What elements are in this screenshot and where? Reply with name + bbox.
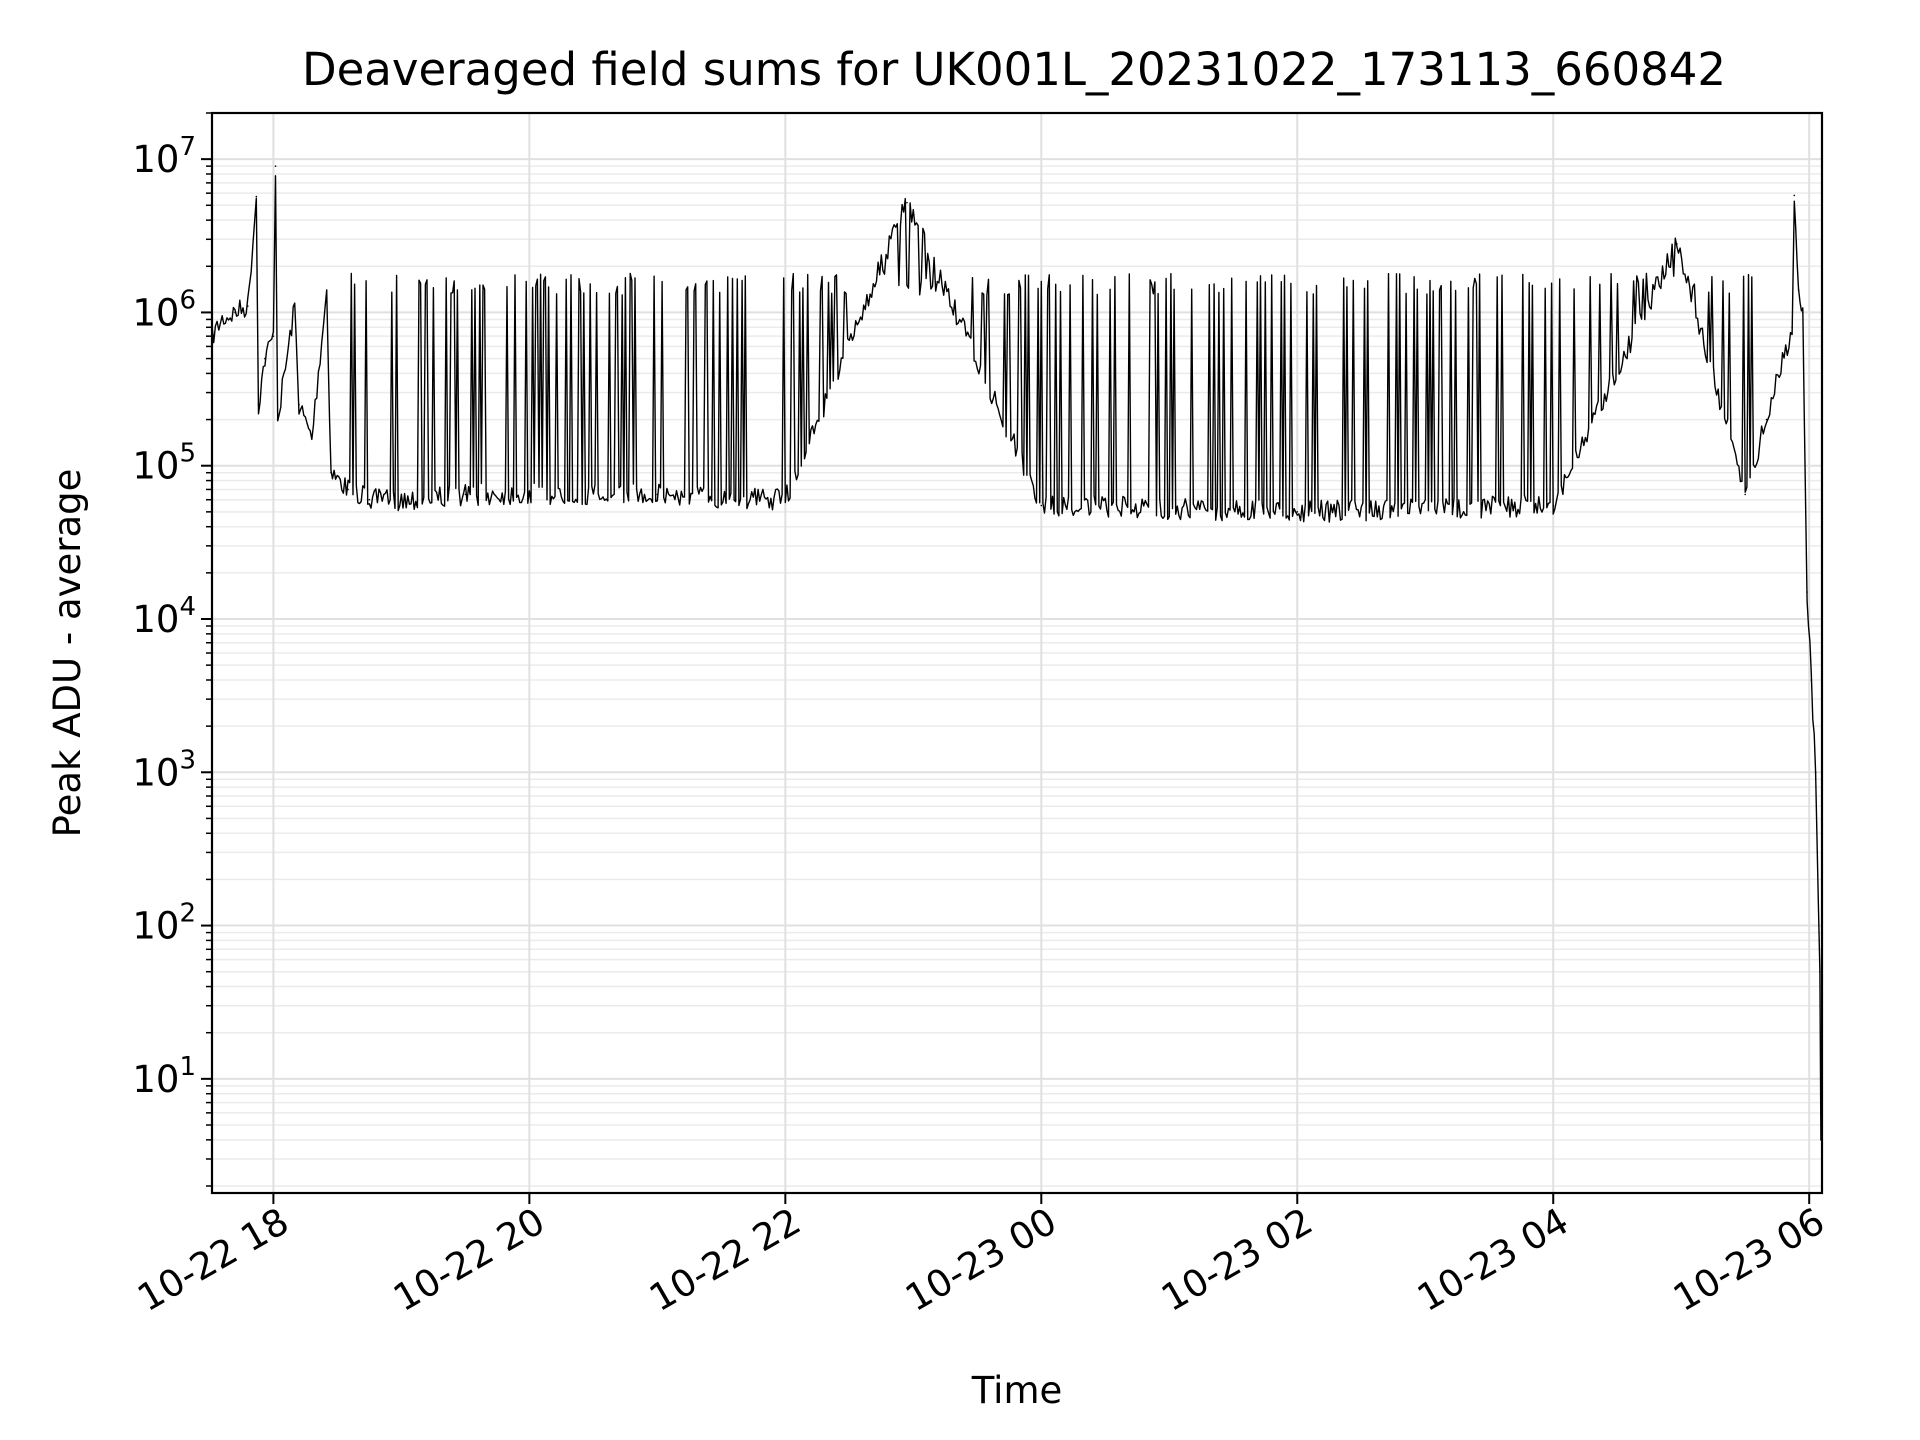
data-point [906, 201, 908, 204]
y-tick-label: 107 [132, 132, 196, 181]
y-tick-label: 105 [132, 439, 196, 488]
data-point [330, 471, 332, 474]
data-point [264, 357, 266, 360]
y-tick-label: 102 [132, 899, 196, 948]
data-point [1797, 289, 1800, 291]
y-tick-label: 106 [132, 285, 196, 334]
data-point [1793, 194, 1796, 197]
series-line [212, 175, 1822, 1140]
data-point [1802, 311, 1804, 314]
data-point [784, 498, 787, 501]
data-point [1676, 243, 1678, 245]
y-tick-label: 104 [132, 592, 196, 641]
data-point [257, 403, 260, 406]
chart-title: Deaveraged field sums for UK001L_2023102… [302, 43, 1726, 96]
data-point [656, 493, 659, 496]
data-point [1765, 418, 1768, 421]
y-axis-ticks: 101 102 103 104 105 106 107 [132, 112, 212, 1187]
data-point [221, 318, 224, 321]
data-point [1819, 970, 1821, 973]
data-point [368, 498, 371, 501]
data-point [1791, 326, 1793, 329]
y-axis-label: Peak ADU - average [46, 469, 89, 838]
data-point [1814, 771, 1817, 774]
data-point [347, 488, 349, 491]
series-layer [212, 165, 1822, 1141]
data-point [246, 305, 249, 307]
data-point [293, 305, 296, 307]
series-group [212, 165, 1822, 1141]
data-point [400, 498, 403, 501]
data-point [274, 165, 277, 167]
data-point [255, 195, 258, 198]
data-point [234, 311, 236, 314]
data-point [272, 335, 275, 337]
data-point [298, 403, 300, 406]
data-point [1744, 493, 1747, 496]
y-tick-label: 101 [132, 1052, 196, 1101]
data-point [1806, 591, 1808, 593]
data-point [1552, 504, 1555, 507]
data-point [310, 437, 313, 440]
data-point [325, 289, 328, 291]
data-point [276, 418, 279, 421]
data-point [464, 493, 467, 496]
y-tick-label: 103 [132, 745, 196, 794]
data-point [1296, 511, 1299, 513]
x-axis-label: Time [971, 1369, 1063, 1412]
data-point [1040, 504, 1043, 507]
data-point [528, 493, 531, 496]
data-point [1810, 679, 1813, 681]
